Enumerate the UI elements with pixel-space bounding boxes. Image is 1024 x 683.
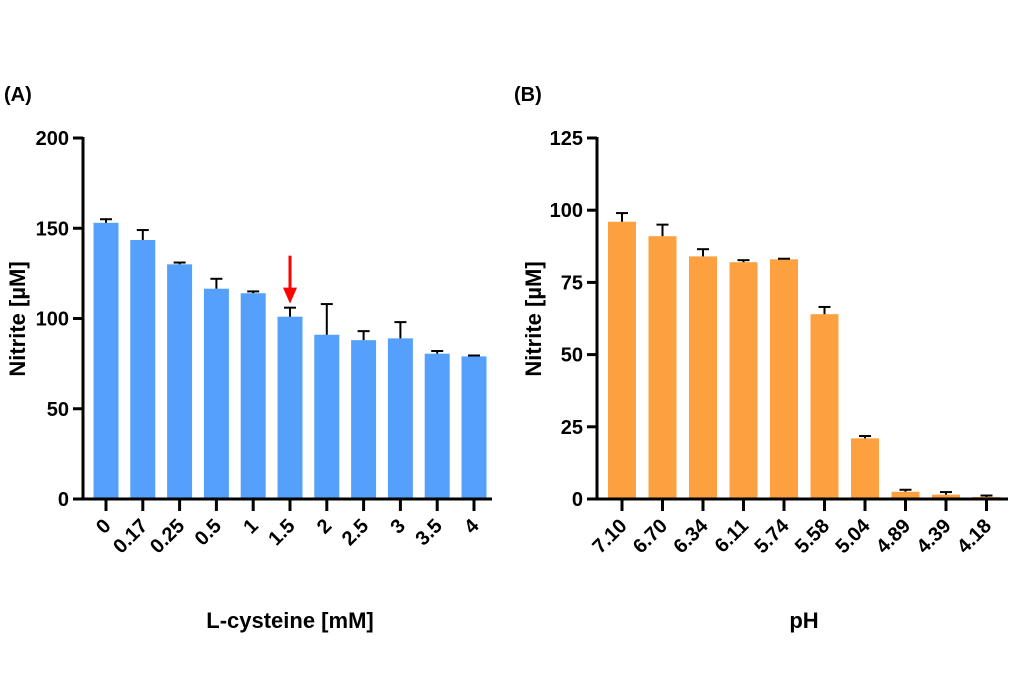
y-tick-label: 150 [36,218,69,240]
x-axis-title-a: L-cysteine [mM] [206,608,373,633]
y-tick-label: 25 [561,417,583,439]
x-tick-label: 4 [460,514,484,538]
x-tick-label: 7.10 [588,515,631,558]
bar [424,353,450,499]
x-tick-label: 3.5 [412,515,447,550]
bar [351,340,377,499]
y-ticks-a: 0 50 100 150 200 [36,128,83,511]
bars-b [608,212,1001,499]
x-tick-label: 0.17 [109,515,152,558]
x-tick-label: 0 [92,515,115,538]
y-tick-label: 0 [58,489,69,511]
y-tick-label: 100 [550,200,583,222]
panel-label-b: (B) [514,84,542,106]
y-ticks-b: 0 25 50 75 100 125 [550,128,597,511]
bar [608,221,636,499]
x-tick-label: 5.04 [831,514,875,558]
x-ticks-b: 7.106.706.346.115.745.585.044.894.394.18 [588,499,996,558]
x-tick-label: 2.5 [338,515,373,550]
bar [93,222,119,499]
x-tick-label: 5.58 [791,515,834,558]
y-tick-label: 0 [572,489,583,511]
x-tick-label: 2 [313,515,336,538]
y-axis-title-b: Nitrite [µM] [521,261,546,376]
x-tick-label: 1.5 [264,515,299,550]
y-tick-label: 200 [36,128,69,150]
bar [932,494,960,499]
y-tick-label: 50 [561,345,583,367]
x-tick-label: 4.18 [953,515,996,558]
x-axis-title-b: pH [789,608,818,633]
bar [891,491,920,499]
x-tick-label: 4.89 [872,515,915,558]
x-ticks-a: 00.170.25 0.5 1 1.5 2 2.5 3 3.5 4 [92,499,484,558]
bar [240,293,266,499]
bar [729,262,758,499]
bar [387,338,413,499]
bars-a [93,218,487,500]
bar [810,314,839,499]
x-tick-label: 6.34 [669,514,713,558]
y-tick-label: 100 [36,309,69,331]
x-tick-label: 5.74 [750,514,794,558]
arrow-head-icon [283,287,297,304]
panel-label-a: (A) [4,84,32,106]
bar [130,239,156,500]
x-tick-label: 4.39 [912,515,955,558]
bar [167,264,193,499]
x-tick-label: 6.70 [629,515,672,558]
bar [851,438,879,499]
x-tick-label: 1 [239,515,262,538]
x-tick-label: 0.5 [191,515,226,550]
x-tick-label: 0.25 [146,515,189,558]
bar [461,356,487,499]
x-tick-label: 6.11 [711,515,753,557]
bar [770,259,798,499]
bar [314,334,340,499]
bar [689,256,717,499]
bar [648,236,677,499]
y-axis-title-a: Nitrite [µM] [5,261,30,376]
chart-panel-a: (A) Nitrite [µM] L-cysteine [mM] 0 50 100 1… [4,84,492,633]
y-tick-label: 75 [561,272,583,294]
annotations-a [283,255,297,304]
y-tick-label: 125 [550,128,583,150]
bar [203,288,229,499]
y-tick-label: 50 [47,399,69,421]
x-tick-label: 3 [387,515,410,538]
bar [277,316,303,499]
